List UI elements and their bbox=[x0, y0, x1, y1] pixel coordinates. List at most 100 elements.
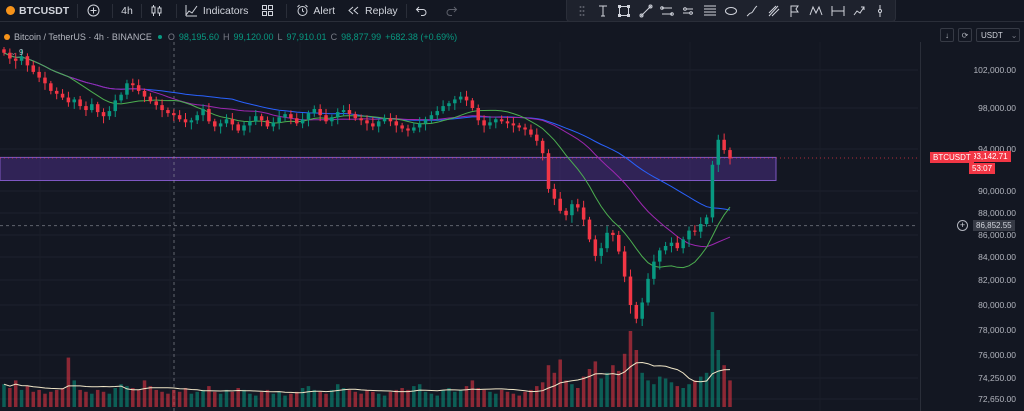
undo-button[interactable] bbox=[409, 0, 439, 22]
volume-bar bbox=[183, 388, 188, 407]
candle-body bbox=[704, 217, 709, 224]
xabcd-pattern-tool-icon[interactable] bbox=[808, 3, 824, 19]
text-tool-icon[interactable] bbox=[595, 3, 611, 19]
brush-tool-icon[interactable] bbox=[744, 3, 760, 19]
symbol-price-tag: BTCUSDT bbox=[930, 152, 974, 163]
candle-body bbox=[60, 93, 65, 98]
long-position-tool-icon[interactable] bbox=[851, 3, 867, 19]
indicators-icon bbox=[185, 4, 199, 18]
volume-bar bbox=[19, 389, 24, 407]
currency-label: USDT bbox=[981, 30, 1003, 40]
drag-handle-icon[interactable] bbox=[574, 3, 590, 19]
candle-body bbox=[710, 164, 715, 218]
indicators-button[interactable]: Indicators bbox=[179, 0, 255, 22]
candle-body bbox=[669, 242, 674, 246]
horizontal-ray-tool-icon[interactable] bbox=[680, 3, 696, 19]
candle-body bbox=[628, 276, 633, 305]
volume-bar bbox=[447, 388, 451, 407]
scroll-to-latest-button[interactable]: ↓ bbox=[940, 28, 954, 42]
volume-bar bbox=[294, 391, 299, 407]
price-chart[interactable] bbox=[0, 23, 1024, 411]
add-alert-plus-icon[interactable]: + bbox=[957, 219, 968, 231]
volume-bar bbox=[13, 380, 18, 407]
layouts-button[interactable] bbox=[254, 0, 284, 22]
candle-body bbox=[189, 120, 194, 123]
price-tick-label: 76,000.00 bbox=[978, 350, 1016, 360]
candle-body bbox=[511, 123, 516, 126]
candle-body bbox=[529, 129, 533, 135]
candle-body bbox=[242, 125, 246, 131]
candle-body bbox=[564, 210, 568, 216]
volume-bar bbox=[529, 389, 533, 407]
volume-bar bbox=[523, 391, 527, 407]
alert-button[interactable]: Alert bbox=[289, 0, 341, 22]
volume-bar bbox=[25, 386, 30, 407]
replay-button[interactable]: Replay bbox=[341, 0, 404, 22]
volume-bar bbox=[564, 380, 568, 407]
fib-retracement-tool-icon[interactable] bbox=[702, 3, 718, 19]
volume-bar bbox=[365, 389, 369, 407]
volume-bar bbox=[142, 380, 147, 407]
price-axis[interactable]: 102,000.00 98,000.00 94,000.00 90,000.00 88,… bbox=[920, 42, 1024, 411]
candle-body bbox=[693, 230, 697, 232]
candle-body bbox=[698, 224, 703, 232]
collapse-chevron-icon[interactable]: ⌄ bbox=[10, 48, 17, 57]
candle-body bbox=[488, 122, 492, 126]
volume-bar bbox=[453, 391, 457, 407]
price-scale-settings-button[interactable]: ⟳ bbox=[958, 28, 972, 42]
volume-bar bbox=[242, 389, 246, 407]
volume-bar bbox=[517, 395, 521, 407]
volume-bar bbox=[464, 386, 469, 407]
candle-body bbox=[224, 119, 229, 124]
volume-bar bbox=[599, 378, 603, 407]
interval-button[interactable]: 4h bbox=[115, 0, 139, 22]
candle-body bbox=[505, 121, 510, 124]
vertical-line-tool-icon[interactable] bbox=[872, 3, 888, 19]
volume-bar bbox=[593, 361, 598, 407]
candle-body bbox=[728, 150, 732, 159]
candle-body bbox=[335, 112, 340, 118]
volume-bar bbox=[166, 393, 170, 407]
candle-body bbox=[470, 100, 475, 108]
candle-body bbox=[177, 115, 182, 120]
last-price-tag: 93,142.71 bbox=[969, 151, 1011, 162]
volume-bar bbox=[113, 388, 117, 407]
compare-symbol-button[interactable] bbox=[80, 0, 110, 22]
volume-bar bbox=[646, 380, 650, 407]
candle-body bbox=[353, 114, 358, 119]
flag-tool-icon[interactable] bbox=[787, 3, 803, 19]
price-tick-label: 88,000.00 bbox=[978, 208, 1016, 218]
symbol-search-button[interactable]: BTCUSDT bbox=[0, 0, 75, 22]
redo-button[interactable] bbox=[439, 0, 469, 22]
candle-body bbox=[517, 125, 521, 128]
volume-bar bbox=[570, 384, 574, 407]
volume-bar bbox=[148, 386, 153, 407]
candle-body bbox=[687, 230, 691, 240]
volume-bar bbox=[494, 393, 498, 407]
parallel-channel-tool-icon[interactable] bbox=[659, 3, 675, 19]
pitchfork-tool-icon[interactable] bbox=[766, 3, 782, 19]
ellipse-tool-icon[interactable] bbox=[723, 3, 739, 19]
volume-legend: ⌄ 9 bbox=[10, 48, 23, 57]
price-tick-label: 84,000.00 bbox=[978, 252, 1016, 262]
currency-select[interactable]: USDT ⌄ bbox=[976, 28, 1020, 42]
candle-body bbox=[72, 99, 77, 103]
volume-bar bbox=[248, 393, 252, 407]
crosshair-price-tag: 86,852.55 bbox=[973, 219, 1015, 231]
candle-body bbox=[599, 248, 603, 256]
price-tick-label: 80,000.00 bbox=[978, 300, 1016, 310]
market-open-indicator bbox=[157, 35, 162, 39]
candle-body bbox=[464, 96, 469, 101]
trend-line-tool-icon[interactable] bbox=[638, 3, 654, 19]
volume-bar bbox=[60, 388, 65, 407]
rectangle-tool-icon[interactable] bbox=[616, 3, 632, 19]
candle-body bbox=[365, 120, 369, 124]
volume-bar bbox=[2, 384, 6, 407]
volume-bar bbox=[90, 393, 94, 407]
elliott-wave-tool-icon[interactable] bbox=[830, 3, 846, 19]
candle-body bbox=[324, 115, 328, 122]
volume-bar bbox=[306, 386, 311, 407]
chart-type-button[interactable] bbox=[144, 0, 174, 22]
volume-bar bbox=[335, 384, 340, 407]
price-tick-label: 82,000.00 bbox=[978, 275, 1016, 285]
